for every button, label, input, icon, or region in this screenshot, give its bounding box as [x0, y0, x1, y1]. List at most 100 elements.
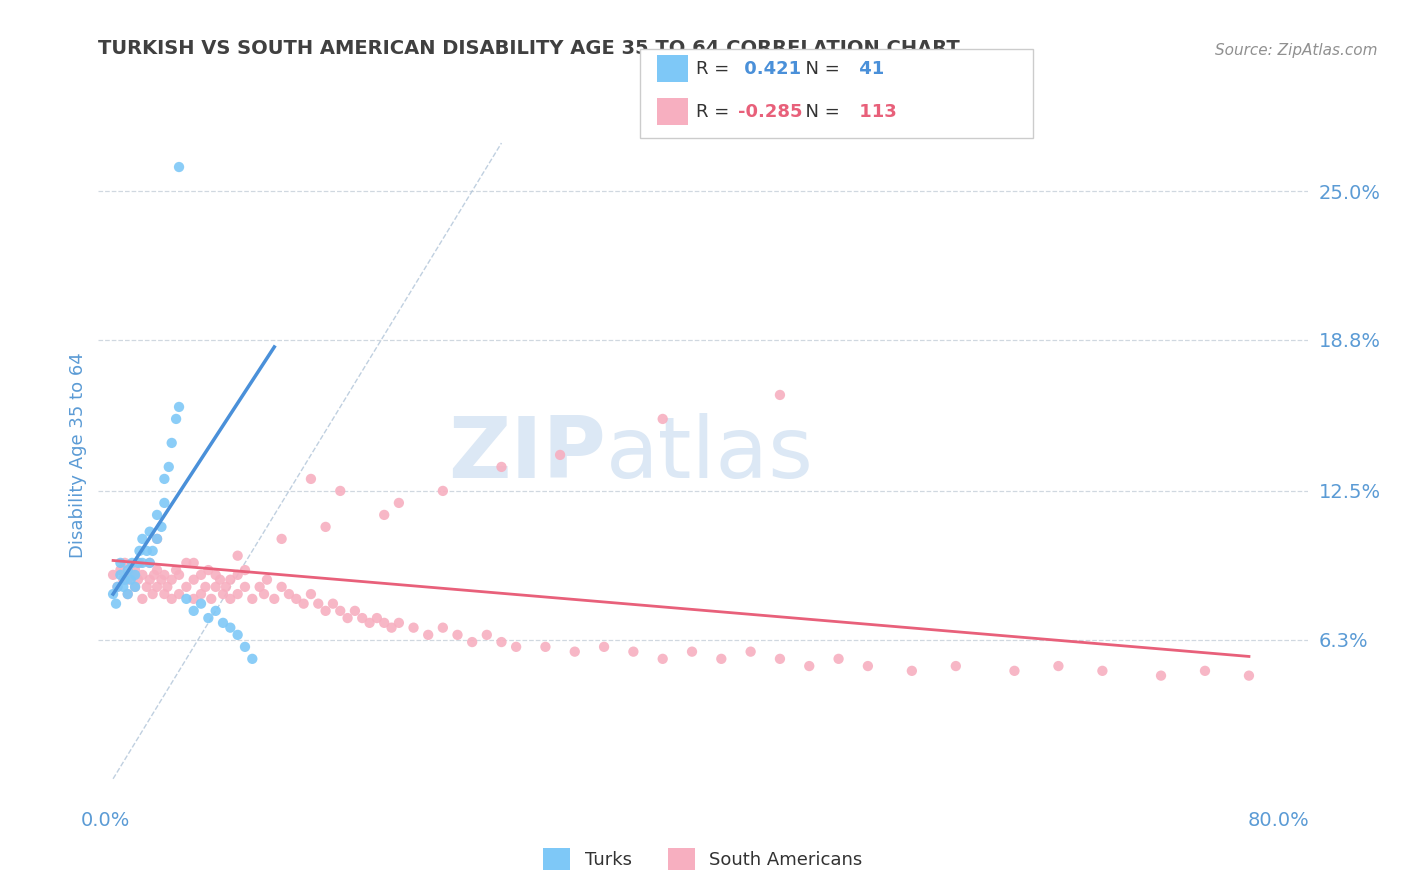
- Point: [769, 652, 792, 666]
- Point: [138, 573, 160, 587]
- Point: [740, 645, 762, 659]
- Point: [131, 567, 153, 582]
- Point: [160, 591, 183, 606]
- Point: [101, 587, 124, 601]
- Point: [226, 549, 249, 563]
- Point: [373, 615, 395, 630]
- Point: [233, 580, 256, 594]
- Point: [110, 567, 132, 582]
- Text: ZIP: ZIP: [449, 413, 606, 497]
- Point: [212, 587, 235, 601]
- Point: [183, 556, 205, 570]
- Point: [153, 587, 176, 601]
- Point: [226, 628, 249, 642]
- Point: [226, 567, 249, 582]
- Point: [114, 573, 136, 587]
- Point: [226, 587, 249, 601]
- Point: [124, 580, 146, 594]
- Point: [901, 664, 924, 678]
- Point: [135, 580, 157, 594]
- Text: 113: 113: [853, 103, 897, 120]
- Point: [176, 580, 198, 594]
- Point: [315, 604, 337, 618]
- Point: [142, 587, 165, 601]
- Point: [156, 580, 179, 594]
- Point: [307, 597, 329, 611]
- Point: [446, 628, 468, 642]
- Text: R =: R =: [696, 103, 735, 120]
- Point: [270, 532, 292, 546]
- Point: [856, 659, 879, 673]
- Point: [153, 472, 176, 486]
- Point: [219, 591, 242, 606]
- Point: [432, 621, 454, 635]
- Point: [183, 591, 205, 606]
- Point: [461, 635, 484, 649]
- Point: [107, 580, 129, 594]
- Point: [475, 628, 498, 642]
- Point: [120, 573, 142, 587]
- Point: [107, 580, 129, 594]
- Point: [388, 496, 411, 510]
- Point: [212, 615, 235, 630]
- Point: [127, 573, 149, 587]
- Point: [270, 580, 292, 594]
- Point: [117, 587, 139, 601]
- Point: [121, 556, 143, 570]
- Point: [352, 611, 374, 625]
- Point: [200, 591, 222, 606]
- Point: [388, 615, 411, 630]
- Point: [124, 567, 146, 582]
- Point: [138, 524, 160, 539]
- Point: [117, 573, 139, 587]
- Point: [153, 567, 176, 582]
- Point: [121, 567, 143, 582]
- Point: [176, 591, 198, 606]
- Point: [651, 652, 673, 666]
- Point: [183, 604, 205, 618]
- Text: N =: N =: [794, 103, 846, 120]
- Point: [190, 597, 212, 611]
- Point: [165, 563, 187, 577]
- Text: Source: ZipAtlas.com: Source: ZipAtlas.com: [1215, 43, 1378, 58]
- Point: [167, 400, 190, 414]
- Point: [534, 640, 557, 654]
- Point: [769, 388, 792, 402]
- Point: [150, 573, 173, 587]
- Point: [593, 640, 616, 654]
- Point: [146, 532, 169, 546]
- Point: [204, 604, 226, 618]
- Point: [138, 556, 160, 570]
- Point: [167, 567, 190, 582]
- Point: [194, 580, 217, 594]
- Point: [197, 611, 219, 625]
- Text: atlas: atlas: [606, 413, 814, 497]
- Point: [548, 448, 571, 462]
- Point: [176, 556, 198, 570]
- Point: [710, 652, 733, 666]
- Point: [153, 496, 176, 510]
- Point: [366, 611, 388, 625]
- Point: [167, 160, 190, 174]
- Point: [285, 591, 308, 606]
- Point: [505, 640, 527, 654]
- Point: [167, 587, 190, 601]
- Point: [278, 587, 301, 601]
- Point: [253, 587, 276, 601]
- Point: [418, 628, 440, 642]
- Text: TURKISH VS SOUTH AMERICAN DISABILITY AGE 35 TO 64 CORRELATION CHART: TURKISH VS SOUTH AMERICAN DISABILITY AGE…: [98, 39, 960, 58]
- Text: 41: 41: [853, 60, 884, 78]
- Point: [197, 563, 219, 577]
- Point: [299, 587, 322, 601]
- Point: [380, 621, 402, 635]
- Point: [1150, 668, 1173, 682]
- Point: [432, 483, 454, 498]
- Point: [402, 621, 425, 635]
- Point: [150, 520, 173, 534]
- Point: [240, 591, 263, 606]
- Point: [621, 645, 644, 659]
- Text: N =: N =: [794, 60, 846, 78]
- Y-axis label: Disability Age 35 to 64: Disability Age 35 to 64: [69, 352, 87, 558]
- Point: [183, 573, 205, 587]
- Point: [128, 544, 150, 558]
